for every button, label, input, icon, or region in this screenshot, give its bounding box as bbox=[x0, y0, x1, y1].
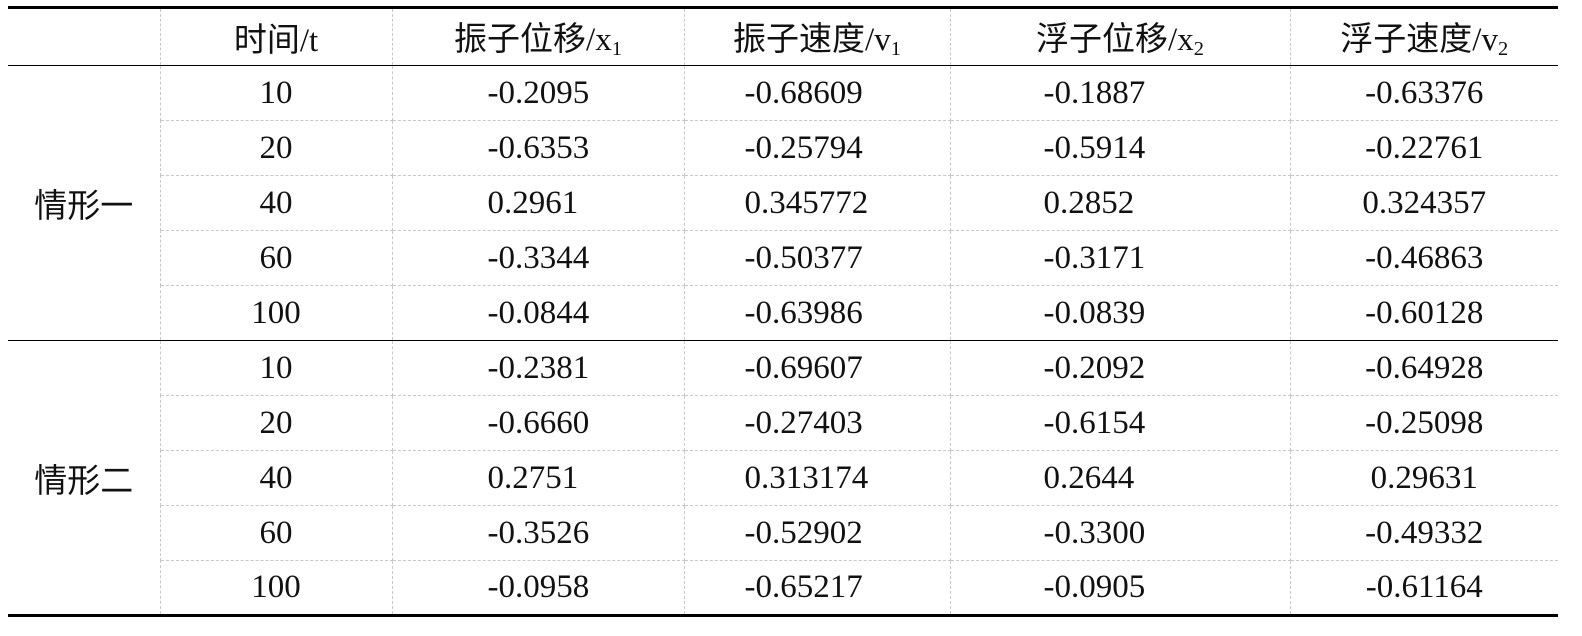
header-text: 时间/t bbox=[233, 23, 319, 59]
table-cell: -0.3171 bbox=[949, 230, 1291, 286]
table-row: 60 -0.3344 -0.50377 -0.3171 -0.46863 bbox=[8, 230, 1558, 286]
table-cell: -0.2095 bbox=[391, 65, 685, 121]
table-cell: -0.0839 bbox=[949, 285, 1291, 341]
header-subscript: 1 bbox=[611, 38, 622, 61]
table-cell: -0.64928 bbox=[1289, 340, 1558, 396]
table-cell: 0.29631 bbox=[1289, 450, 1558, 506]
table-cell: 100 bbox=[160, 560, 393, 617]
table-cell: 0.2751 bbox=[391, 450, 685, 506]
header-cell: 时间/t bbox=[159, 6, 393, 66]
table-cell: -0.49332 bbox=[1289, 505, 1558, 561]
table-cell: -0.69607 bbox=[683, 340, 951, 396]
header-text: 振子速度/v bbox=[733, 22, 891, 59]
table-cell: 10 bbox=[159, 65, 393, 121]
table-cell: -0.68609 bbox=[683, 65, 951, 121]
table-cell: -0.6353 bbox=[391, 120, 685, 176]
table-cell: 0.2961 bbox=[391, 175, 685, 231]
table-cell: 0.2852 bbox=[949, 175, 1291, 231]
table-cell: 10 bbox=[159, 340, 393, 396]
table-cell: 60 bbox=[160, 230, 393, 286]
table-cell: 0.2644 bbox=[949, 450, 1291, 506]
table-cell: 20 bbox=[160, 395, 393, 451]
table-cell: -0.61164 bbox=[1289, 560, 1558, 617]
table-row: 100 -0.0844 -0.63986 -0.0839 -0.60128 bbox=[8, 285, 1558, 341]
table-cell: -0.22761 bbox=[1289, 120, 1558, 176]
table-row: 20 -0.6353 -0.25794 -0.5914 -0.22761 bbox=[8, 120, 1558, 176]
table-row: 情形一 10 -0.2095 -0.68609 -0.1887 -0.63376 bbox=[8, 65, 1558, 341]
header-subscript: 2 bbox=[1193, 38, 1204, 61]
table-cell: -0.0958 bbox=[391, 560, 685, 617]
table-cell: -0.63986 bbox=[683, 285, 951, 341]
table-cell: 60 bbox=[160, 505, 393, 561]
table-body: 情形一 10 -0.2095 -0.68609 -0.1887 -0.63376 20 -0.… bbox=[8, 65, 1558, 617]
header-text: 振子位移/x bbox=[454, 22, 612, 59]
table-cell: 100 bbox=[160, 285, 393, 341]
table-row: 情形二 10 -0.2381 -0.69607 -0.2092 -0.64928 bbox=[8, 340, 1558, 617]
table-row: 20 -0.6660 -0.27403 -0.6154 -0.25098 bbox=[8, 395, 1558, 451]
table-cell: -0.2381 bbox=[391, 340, 685, 396]
table-cell: 0.313174 bbox=[683, 450, 951, 506]
table-cell: -0.27403 bbox=[683, 395, 951, 451]
table-row: 60 -0.3526 -0.52902 -0.3300 -0.49332 bbox=[8, 505, 1558, 561]
data-table: 时间/t 振子位移/x1 振子速度/v1 浮子位移/x2 浮子速度/v2 情形一 10 -0… bbox=[8, 6, 1558, 617]
table-cell: 40 bbox=[160, 175, 393, 231]
group-label: 情形二 bbox=[8, 340, 161, 617]
header-cell: 浮子速度/v2 bbox=[1289, 6, 1558, 66]
table-row: 100 -0.0958 -0.65217 -0.0905 -0.61164 bbox=[8, 560, 1558, 617]
table-cell: -0.60128 bbox=[1289, 285, 1558, 341]
header-subscript: 1 bbox=[890, 38, 901, 61]
table-cell: 20 bbox=[160, 120, 393, 176]
header-text: 浮子位移/x bbox=[1036, 22, 1194, 59]
table-cell: -0.2092 bbox=[949, 340, 1291, 396]
table-cell: -0.1887 bbox=[949, 65, 1291, 121]
table-cell: -0.50377 bbox=[683, 230, 951, 286]
table-cell: -0.63376 bbox=[1289, 65, 1558, 121]
table-cell: -0.25794 bbox=[683, 120, 951, 176]
group-label: 情形一 bbox=[8, 65, 161, 341]
header-cell: 浮子位移/x2 bbox=[949, 6, 1291, 66]
table-cell: -0.3300 bbox=[949, 505, 1291, 561]
table-cell: 40 bbox=[160, 450, 393, 506]
table-cell: -0.3526 bbox=[391, 505, 685, 561]
table-row: 40 0.2961 0.345772 0.2852 0.324357 bbox=[8, 175, 1558, 231]
table-cell: -0.52902 bbox=[683, 505, 951, 561]
table-cell: -0.3344 bbox=[391, 230, 685, 286]
table-header: 时间/t 振子位移/x1 振子速度/v1 浮子位移/x2 浮子速度/v2 bbox=[8, 6, 1558, 66]
table-cell: -0.65217 bbox=[683, 560, 951, 617]
header-cell: 振子位移/x1 bbox=[391, 6, 685, 66]
table-cell: -0.0905 bbox=[949, 560, 1291, 617]
header-row: 时间/t 振子位移/x1 振子速度/v1 浮子位移/x2 浮子速度/v2 bbox=[8, 6, 1558, 66]
header-text: 浮子速度/v bbox=[1340, 22, 1498, 59]
table-cell: -0.5914 bbox=[949, 120, 1291, 176]
table-row: 40 0.2751 0.313174 0.2644 0.29631 bbox=[8, 450, 1558, 506]
table-cell: -0.25098 bbox=[1289, 395, 1558, 451]
table-cell: -0.46863 bbox=[1289, 230, 1558, 286]
header-cell bbox=[8, 6, 161, 66]
table-cell: 0.345772 bbox=[683, 175, 951, 231]
header-subscript: 2 bbox=[1497, 38, 1509, 61]
table-cell: -0.0844 bbox=[391, 285, 685, 341]
table-cell: -0.6660 bbox=[391, 395, 685, 451]
table-cell: 0.324357 bbox=[1289, 175, 1558, 231]
header-cell: 振子速度/v1 bbox=[683, 6, 951, 66]
table-cell: -0.6154 bbox=[949, 395, 1291, 451]
